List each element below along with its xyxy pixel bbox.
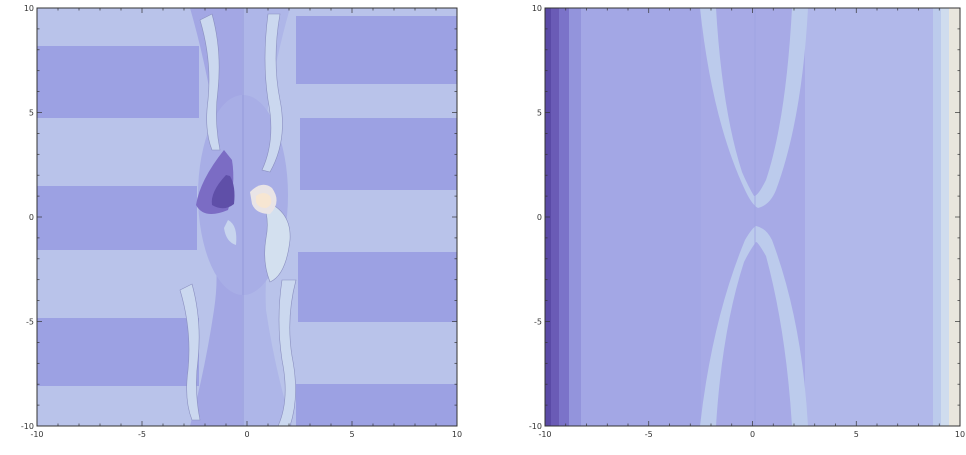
contour-filament	[261, 13, 283, 173]
contour-region	[581, 8, 701, 426]
y-tick-label: 0	[29, 213, 34, 222]
contour-band-right	[298, 252, 457, 322]
x-tick-label: -5	[138, 430, 146, 439]
contour-core-deep	[211, 175, 235, 209]
contour-band-left	[37, 186, 197, 250]
x-tick-label: -10	[538, 430, 551, 439]
contour-fill-right	[545, 8, 960, 426]
y-tick-label: -10	[21, 422, 34, 431]
contour-band-right	[296, 384, 457, 426]
y-tick-label: 5	[29, 109, 34, 118]
x-tick-label: 5	[349, 430, 354, 439]
contour-edge-band	[933, 8, 941, 426]
contour-fill-left	[37, 8, 457, 426]
y-tick-label: 10	[532, 4, 542, 13]
x-tick-label: 10	[955, 430, 965, 439]
contour-filament	[199, 13, 221, 151]
y-tick-label: 5	[537, 109, 542, 118]
contour-region	[805, 8, 933, 426]
contour-filament	[261, 199, 291, 283]
x-tick-label: 10	[452, 430, 462, 439]
contour-edge-band	[941, 8, 949, 426]
contour-edge-band	[569, 8, 581, 426]
contour-core-cream	[256, 193, 272, 208]
y-tick-label: -10	[529, 422, 542, 431]
contour-band-right	[300, 118, 457, 190]
contour-lens	[224, 220, 237, 245]
y-tick-label: -5	[534, 318, 542, 327]
contour-filament	[277, 279, 297, 426]
contour-edge-band	[551, 8, 559, 426]
contour-plot-right: -10 -5 0 5 10 -10 -5 0 5 10	[529, 4, 965, 439]
contour-plot-left: -10 -5 0 5 10 -10 -5 0 5 10	[21, 4, 462, 439]
y-tick-label: 10	[24, 4, 34, 13]
contour-edge-band	[559, 8, 569, 426]
contour-filament	[179, 283, 201, 421]
contour-lobe-lower	[700, 226, 808, 426]
x-tick-label: -10	[30, 430, 43, 439]
x-tick-label: 5	[854, 430, 859, 439]
contour-lobe-upper	[700, 8, 808, 208]
contour-band-left	[37, 46, 199, 118]
y-tick-label: 0	[537, 213, 542, 222]
y-tick-label: -5	[26, 318, 34, 327]
axis-ticks-right: -10 -5 0 5 10 -10 -5 0 5 10	[529, 4, 965, 439]
x-tick-label: 0	[244, 430, 249, 439]
contour-edge-band	[949, 8, 960, 426]
axis-ticks-left: -10 -5 0 5 10 -10 -5 0 5 10	[21, 4, 462, 439]
x-tick-label: 0	[750, 430, 755, 439]
contour-band-left	[37, 318, 199, 386]
contour-band-right	[296, 16, 457, 84]
x-tick-label: -5	[645, 430, 653, 439]
